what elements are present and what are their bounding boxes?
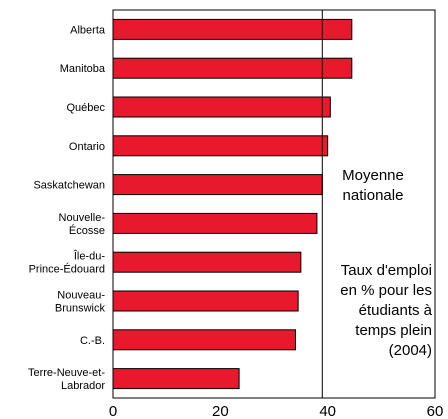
bar [112,290,299,312]
bar [112,251,302,273]
category-label: Île-du-Prince-Édouard [29,250,106,276]
bar [112,57,353,79]
bar [112,18,353,40]
x-tick-label: 60 [427,403,444,419]
bar [112,329,296,351]
category-label: C.-B. [80,335,105,347]
category-label: Ontario [69,141,105,153]
bar [112,368,240,390]
category-label: Saskatchewan [33,180,105,192]
x-axis-ticks: 0 20 40 60 [109,403,444,419]
category-label: Nouveau-Brunswick [55,290,106,315]
bars-group [112,18,353,390]
category-labels: Alberta Manitoba Québec Ontario Saskatchewan… [28,24,106,392]
bar [112,96,331,118]
category-label: Terre-Neuve-et-Labrador [28,367,105,392]
chart-annotation: Taux d'emploi en % pour les étudiants à tem… [340,262,432,359]
x-tick-label: 40 [319,403,336,419]
x-tick-label: 0 [109,403,117,419]
national-average-label: Moyenne nationale [342,167,404,204]
category-label: Québec [66,102,105,114]
bar [112,135,329,157]
bar [112,174,323,196]
bar [112,212,318,234]
category-label: Manitoba [60,63,106,75]
x-tick-label: 20 [212,403,229,419]
category-label: Nouvelle-Écosse [59,212,106,237]
category-label: Alberta [70,24,106,36]
